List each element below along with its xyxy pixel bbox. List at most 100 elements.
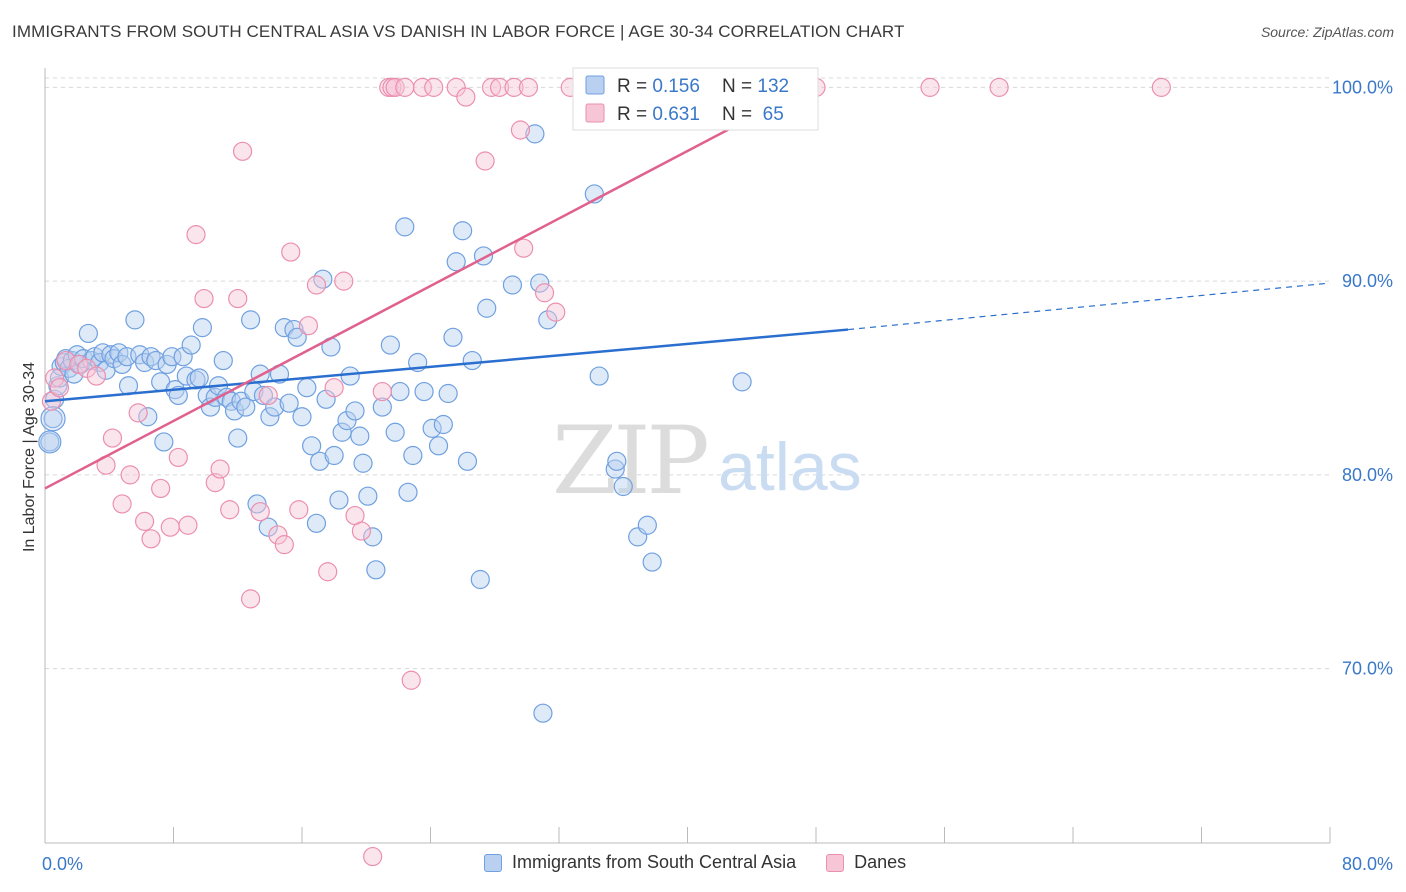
stats-r-value-pink: 0.631	[652, 104, 700, 125]
point-danes	[49, 378, 70, 398]
point-danes	[412, 77, 433, 97]
point-danes	[250, 502, 270, 522]
point-danes	[220, 500, 240, 520]
point-danes	[446, 77, 466, 97]
point-danes	[401, 670, 421, 690]
point-immigrants	[154, 432, 174, 452]
point-immigrants	[125, 310, 145, 330]
point-immigrants-large	[40, 406, 66, 432]
svg-text:R = 0.631: R = 0.631	[617, 104, 700, 125]
point-danes	[141, 529, 161, 549]
point-immigrants	[428, 436, 449, 456]
point-immigrants	[40, 432, 60, 452]
y-tick-label: 80.0%	[1342, 465, 1393, 485]
point-immigrants	[236, 397, 256, 417]
point-immigrants	[422, 418, 442, 438]
legend-item-immigrants[interactable]: Immigrants from South Central Asia	[484, 852, 796, 873]
point-danes	[168, 447, 188, 468]
legend-item-danes[interactable]: Danes	[826, 852, 906, 873]
point-immigrants	[189, 368, 209, 388]
point-immigrants	[258, 517, 278, 537]
legend-swatch-blue	[484, 853, 502, 872]
point-immigrants	[358, 486, 378, 506]
point-danes	[77, 358, 97, 378]
point-immigrants	[353, 453, 373, 473]
point-danes	[385, 77, 405, 97]
point-immigrants	[324, 445, 344, 466]
point-danes	[534, 283, 555, 303]
point-danes	[424, 77, 444, 97]
stats-legend-swatch-pink	[585, 103, 605, 123]
grid-lines	[45, 77, 1330, 670]
point-immigrants	[224, 401, 245, 421]
stats-r-label-pink: R =	[617, 104, 652, 125]
point-danes	[281, 242, 301, 262]
point-immigrants	[732, 372, 752, 392]
stats-r-value-blue: 0.156	[652, 76, 700, 97]
point-danes	[232, 141, 253, 161]
point-danes	[45, 368, 65, 388]
point-danes	[306, 275, 327, 295]
x-tick-label-start: 0.0%	[42, 854, 83, 874]
point-danes	[102, 428, 123, 448]
point-immigrants	[433, 414, 453, 435]
point-immigrants	[502, 275, 523, 295]
point-immigrants	[192, 318, 213, 338]
point-immigrants	[525, 124, 545, 144]
point-danes	[481, 77, 502, 97]
point-immigrants	[457, 451, 478, 471]
y-axis-labels: 100.0% 90.0% 80.0% 70.0%	[1332, 77, 1393, 678]
point-danes	[456, 87, 476, 107]
point-danes	[546, 302, 566, 322]
point-danes	[298, 316, 319, 336]
y-axis-title: In Labor Force | Age 30-34	[21, 362, 38, 552]
point-immigrants	[613, 476, 633, 497]
point-immigrants	[398, 482, 418, 502]
legend-swatch-pink	[826, 853, 845, 872]
watermark-zip: ZIP	[552, 407, 706, 516]
point-immigrants	[533, 703, 553, 723]
point-danes	[258, 385, 278, 406]
point-immigrants	[340, 366, 360, 386]
point-immigrants	[350, 426, 370, 446]
watermark-atlas: atlas	[718, 429, 862, 505]
point-immigrants	[260, 407, 280, 427]
point-immigrants	[605, 459, 625, 479]
point-danes	[351, 521, 372, 541]
point-immigrants	[297, 378, 317, 398]
point-immigrants	[607, 451, 627, 471]
stats-r-label-blue: R =	[617, 76, 652, 97]
point-immigrants	[385, 422, 405, 442]
point-immigrants	[287, 327, 307, 347]
point-danes	[510, 120, 531, 140]
x-tick-label-end: 80.0%	[1342, 854, 1393, 874]
svg-text:N = 132: N = 132	[722, 76, 789, 97]
point-danes	[489, 77, 510, 97]
point-danes	[395, 77, 415, 97]
point-immigrants	[310, 451, 330, 471]
point-danes	[268, 525, 288, 545]
svg-text:N = 65: N = 65	[722, 104, 784, 125]
chart-title: IMMIGRANTS FROM SOUTH CENTRAL ASIA VS DA…	[12, 22, 905, 41]
point-danes	[120, 465, 140, 485]
stats-n-value-pink: 65	[757, 104, 783, 125]
point-immigrants	[213, 350, 233, 371]
point-danes	[128, 403, 148, 423]
legend-label-immigrants: Immigrants from South Central Asia	[512, 852, 797, 872]
point-immigrants	[462, 350, 482, 371]
stats-legend-frame	[572, 67, 819, 131]
point-danes	[334, 271, 354, 291]
point-immigrants	[306, 513, 327, 533]
point-immigrants	[380, 335, 400, 355]
point-immigrants	[538, 310, 558, 330]
point-immigrants	[302, 436, 322, 456]
point-immigrants	[443, 327, 463, 347]
point-immigrants	[181, 335, 201, 355]
watermark: ZIP atlas	[552, 407, 862, 516]
stats-n-label-blue: N =	[722, 76, 757, 97]
point-danes	[210, 459, 230, 479]
y-tick-label: 100.0%	[1332, 77, 1393, 97]
point-immigrants	[337, 411, 357, 431]
point-immigrants	[414, 381, 434, 402]
point-immigrants	[453, 221, 473, 241]
